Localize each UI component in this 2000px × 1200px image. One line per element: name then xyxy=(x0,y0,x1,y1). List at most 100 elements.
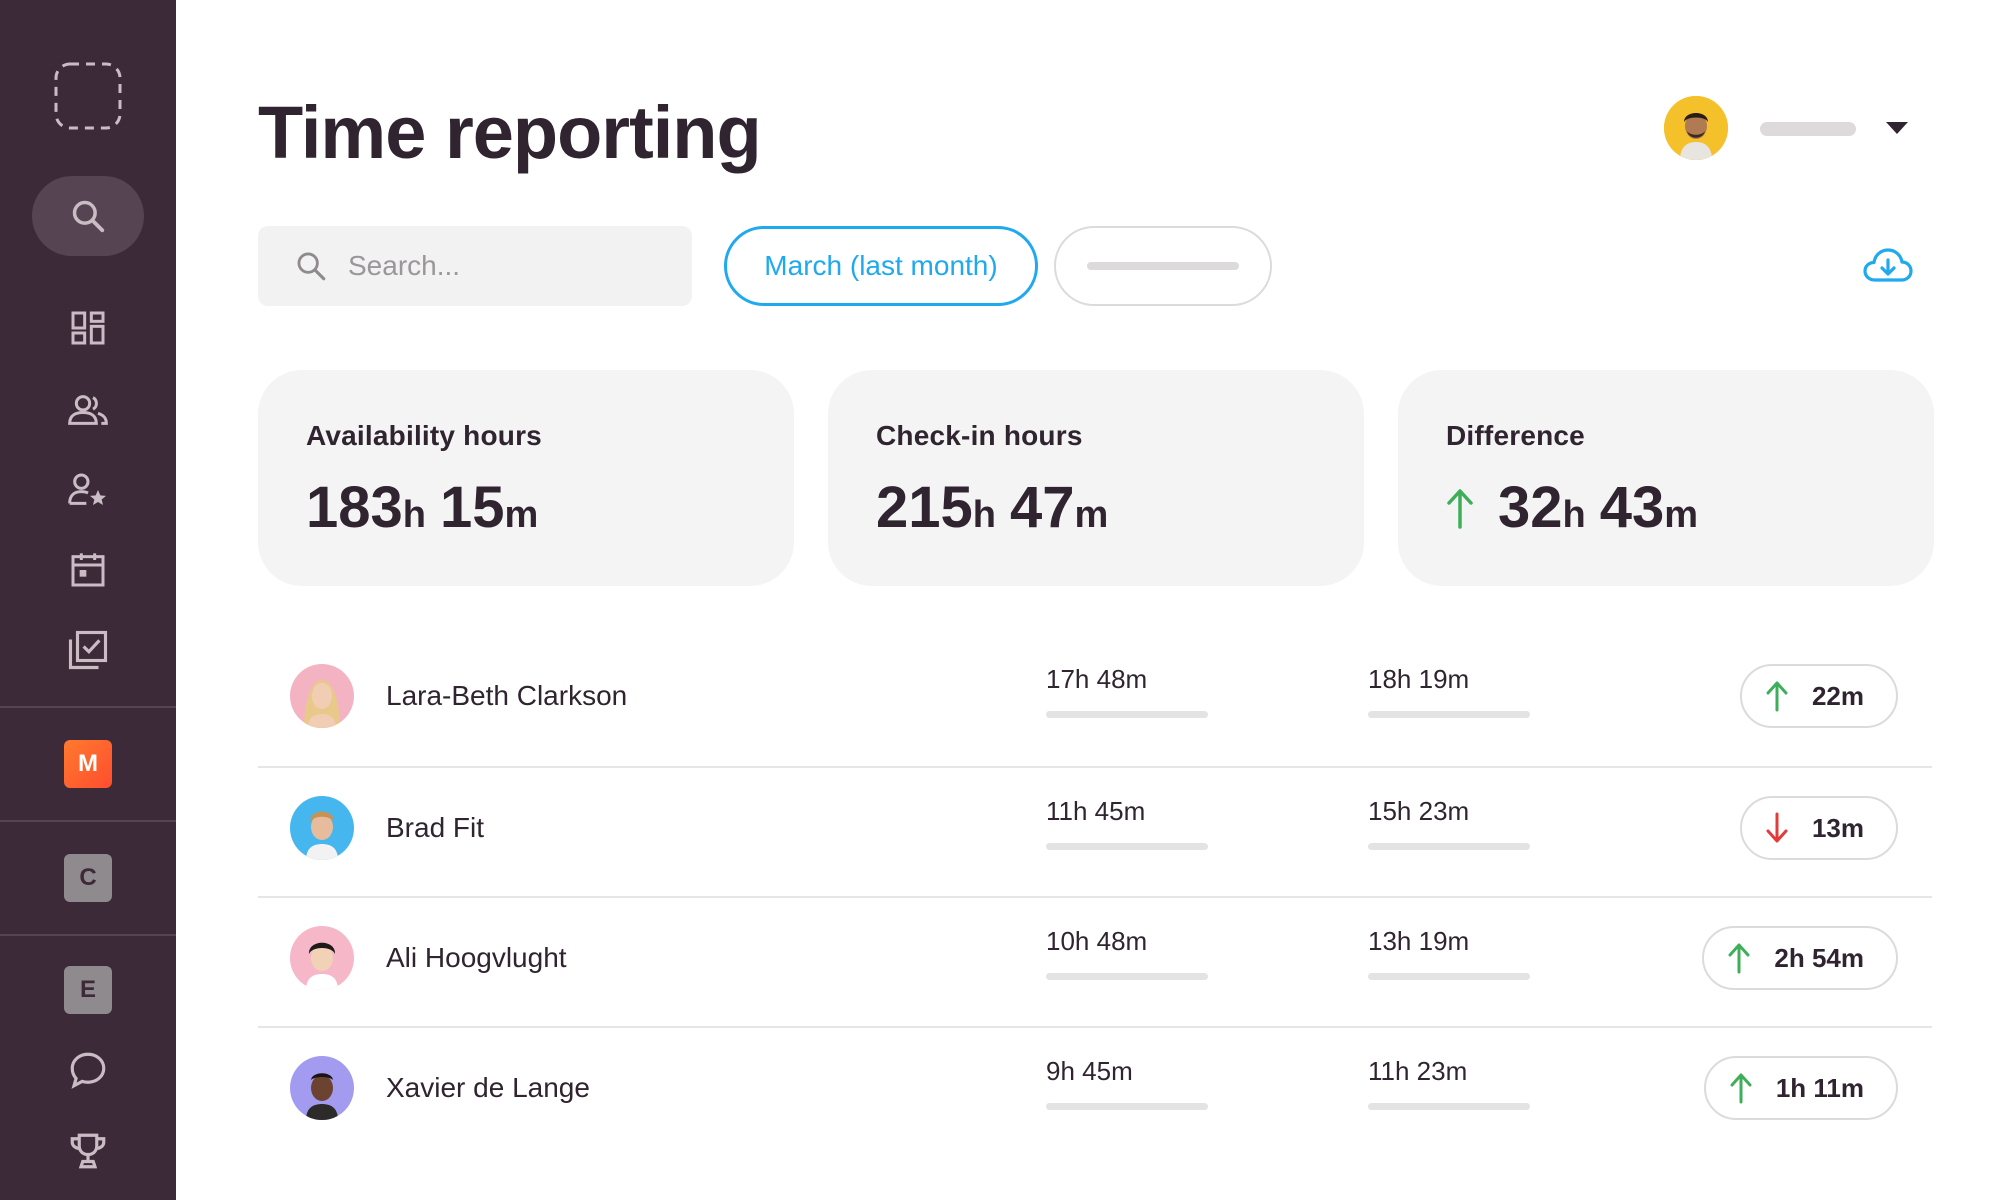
employee-name: Lara-Beth Clarkson xyxy=(386,680,628,711)
checklist-icon xyxy=(68,630,108,670)
avatar-image xyxy=(290,664,354,728)
difference-value: 22m xyxy=(1811,680,1864,711)
avatar xyxy=(290,664,354,728)
search-icon xyxy=(297,252,326,281)
checkin-cell: 15h 23m xyxy=(1368,796,1530,850)
table-row[interactable]: Xavier de Lange 9h 45m 11h 23m 1h 11m xyxy=(258,1024,1932,1154)
search-field[interactable] xyxy=(258,226,692,306)
hours-value: 215 xyxy=(876,475,973,540)
users-icon xyxy=(68,395,108,425)
avatar xyxy=(290,1056,354,1120)
checkin-value: 11h 23m xyxy=(1368,1056,1468,1086)
workspace-c-badge: C xyxy=(64,854,112,902)
checkin-cell: 18h 19m xyxy=(1368,664,1530,718)
checkin-value: 15h 23m xyxy=(1368,796,1470,826)
availability-bar xyxy=(1046,843,1208,850)
difference-badge[interactable]: 2h 54m xyxy=(1702,926,1898,990)
user-name-placeholder[interactable] xyxy=(1760,122,1856,136)
row-divider xyxy=(258,766,1932,768)
table-row[interactable]: Brad Fit 11h 45m 15h 23m 13m xyxy=(258,764,1932,894)
hours-value: 183 xyxy=(306,475,403,540)
availability-value: 10h 48m xyxy=(1046,926,1148,956)
availability-cell: 11h 45m xyxy=(1046,796,1208,850)
user-menu-caret-icon[interactable] xyxy=(1886,122,1908,134)
checkin-bar xyxy=(1368,973,1530,980)
card-value: 32 h 43 m xyxy=(1446,474,1934,541)
checkin-cell: 13h 19m xyxy=(1368,926,1530,980)
download-button[interactable] xyxy=(1862,244,1914,288)
checkin-value: 18h 19m xyxy=(1368,664,1470,694)
minutes-value: 43 xyxy=(1599,475,1665,540)
sidebar-item-tasks[interactable] xyxy=(0,628,176,672)
search-input[interactable] xyxy=(348,250,668,282)
minutes-unit: m xyxy=(1074,494,1109,536)
availability-cell: 17h 48m xyxy=(1046,664,1208,718)
hours-unit: h xyxy=(1562,494,1586,536)
availability-bar xyxy=(1046,711,1208,718)
trophy-icon xyxy=(70,1133,106,1169)
user-avatar-image xyxy=(1664,96,1728,160)
difference-card: Difference 32 h 43 m xyxy=(1398,370,1934,586)
sidebar-item-achievements[interactable] xyxy=(0,1128,176,1174)
sidebar-item-chat[interactable] xyxy=(0,1048,176,1092)
availability-value: 17h 48m xyxy=(1046,664,1148,694)
availability-cell: 10h 48m xyxy=(1046,926,1208,980)
hours-unit: h xyxy=(972,494,996,536)
difference-badge[interactable]: 13m xyxy=(1739,796,1898,860)
minutes-unit: m xyxy=(504,494,539,536)
sidebar-item-favorites[interactable] xyxy=(0,468,176,512)
table-row[interactable]: Lara-Beth Clarkson 17h 48m 18h 19m 22m xyxy=(258,632,1932,762)
logo[interactable] xyxy=(0,60,176,132)
employee-name: Ali Hoogvlught xyxy=(386,942,567,973)
employee-name: Brad Fit xyxy=(386,812,485,843)
workspace-e[interactable]: E xyxy=(0,966,176,1014)
checkin-bar xyxy=(1368,1103,1530,1110)
difference-value: 2h 54m xyxy=(1774,942,1864,973)
table-row[interactable]: Ali Hoogvlught 10h 48m 13h 19m 2h 54m xyxy=(258,894,1932,1024)
card-value: 215 h 47 m xyxy=(876,474,1364,541)
arrow-up-icon xyxy=(1766,681,1788,712)
sidebar-search-button[interactable] xyxy=(32,176,144,256)
minutes-value: 15 xyxy=(440,475,505,540)
availability-value: 11h 45m xyxy=(1046,796,1146,826)
user-star-icon xyxy=(68,473,106,505)
avatar-image xyxy=(290,1056,354,1120)
sidebar-divider xyxy=(0,820,176,822)
calendar-icon xyxy=(71,553,105,587)
checkin-bar xyxy=(1368,843,1530,850)
checkin-value: 13h 19m xyxy=(1368,926,1470,956)
difference-badge[interactable]: 22m xyxy=(1739,664,1898,728)
user-avatar[interactable] xyxy=(1664,96,1728,160)
row-divider xyxy=(258,896,1932,898)
difference-value: 13m xyxy=(1811,812,1864,843)
search-icon xyxy=(72,200,105,233)
workspace-m[interactable]: M xyxy=(0,740,176,788)
availability-cell: 9h 45m xyxy=(1046,1056,1208,1110)
hours-unit: h xyxy=(402,494,426,536)
filter-placeholder xyxy=(1087,262,1239,270)
arrow-down-icon xyxy=(1766,812,1788,843)
row-divider xyxy=(258,1026,1932,1028)
secondary-filter-button[interactable] xyxy=(1054,226,1272,306)
card-label: Check-in hours xyxy=(876,420,1083,451)
sidebar-item-calendar[interactable] xyxy=(0,548,176,592)
dashboard-icon xyxy=(71,311,105,345)
difference-badge[interactable]: 1h 11m xyxy=(1703,1056,1898,1120)
checkin-cell: 11h 23m xyxy=(1368,1056,1530,1110)
page-title: Time reporting xyxy=(258,91,762,174)
period-filter-button[interactable]: March (last month) xyxy=(724,226,1038,306)
cloud-download-icon xyxy=(1863,248,1913,282)
sidebar-item-dashboard[interactable] xyxy=(0,306,176,350)
chat-bubble-icon xyxy=(70,1052,106,1089)
checkin-bar xyxy=(1368,711,1530,718)
avatar xyxy=(290,796,354,860)
card-value: 183 h 15 m xyxy=(306,474,794,541)
card-label: Availability hours xyxy=(306,420,542,451)
sidebar-item-team[interactable] xyxy=(0,388,176,432)
workspace-e-badge: E xyxy=(64,966,112,1014)
check-in-hours-card: Check-in hours 215 h 47 m xyxy=(828,370,1364,586)
employee-name: Xavier de Lange xyxy=(386,1072,590,1103)
workspace-c[interactable]: C xyxy=(0,854,176,902)
availability-hours-card: Availability hours 183 h 15 m xyxy=(258,370,794,586)
sidebar-divider xyxy=(0,706,176,708)
